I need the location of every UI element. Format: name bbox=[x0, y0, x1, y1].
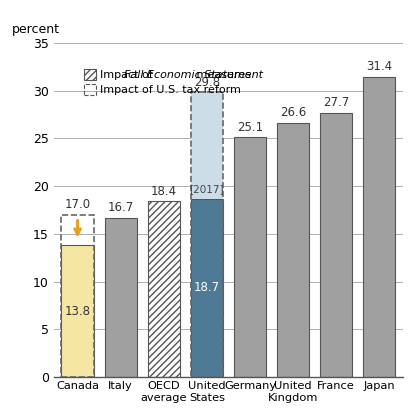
Bar bbox=[191, 92, 223, 199]
Text: [2017]: [2017] bbox=[190, 184, 224, 194]
Bar bbox=[148, 201, 180, 377]
Text: 17.0: 17.0 bbox=[64, 198, 91, 211]
Bar bbox=[363, 77, 395, 377]
Bar bbox=[61, 245, 94, 377]
Text: Impact of: Impact of bbox=[100, 69, 156, 79]
Text: Fall Economic Statement: Fall Economic Statement bbox=[124, 69, 263, 79]
Bar bbox=[320, 112, 352, 377]
Bar bbox=[84, 69, 96, 80]
Text: 18.7: 18.7 bbox=[194, 281, 220, 294]
Text: 25.1: 25.1 bbox=[237, 120, 263, 134]
Text: 16.7: 16.7 bbox=[107, 201, 134, 214]
Bar bbox=[191, 92, 223, 377]
Text: 27.7: 27.7 bbox=[323, 96, 349, 109]
Bar bbox=[277, 123, 309, 377]
Text: percent: percent bbox=[12, 23, 60, 36]
Text: 29.8: 29.8 bbox=[194, 76, 220, 89]
Bar bbox=[84, 84, 96, 95]
Text: measures: measures bbox=[194, 69, 252, 79]
Text: 26.6: 26.6 bbox=[280, 106, 306, 119]
Text: 31.4: 31.4 bbox=[366, 60, 393, 74]
Text: 13.8: 13.8 bbox=[64, 305, 91, 318]
Bar bbox=[61, 215, 94, 377]
Bar bbox=[234, 138, 266, 377]
Bar bbox=[104, 218, 137, 377]
Text: Impact of U.S. tax reform: Impact of U.S. tax reform bbox=[100, 84, 241, 94]
Bar bbox=[191, 199, 223, 377]
Text: 18.4: 18.4 bbox=[151, 185, 177, 198]
